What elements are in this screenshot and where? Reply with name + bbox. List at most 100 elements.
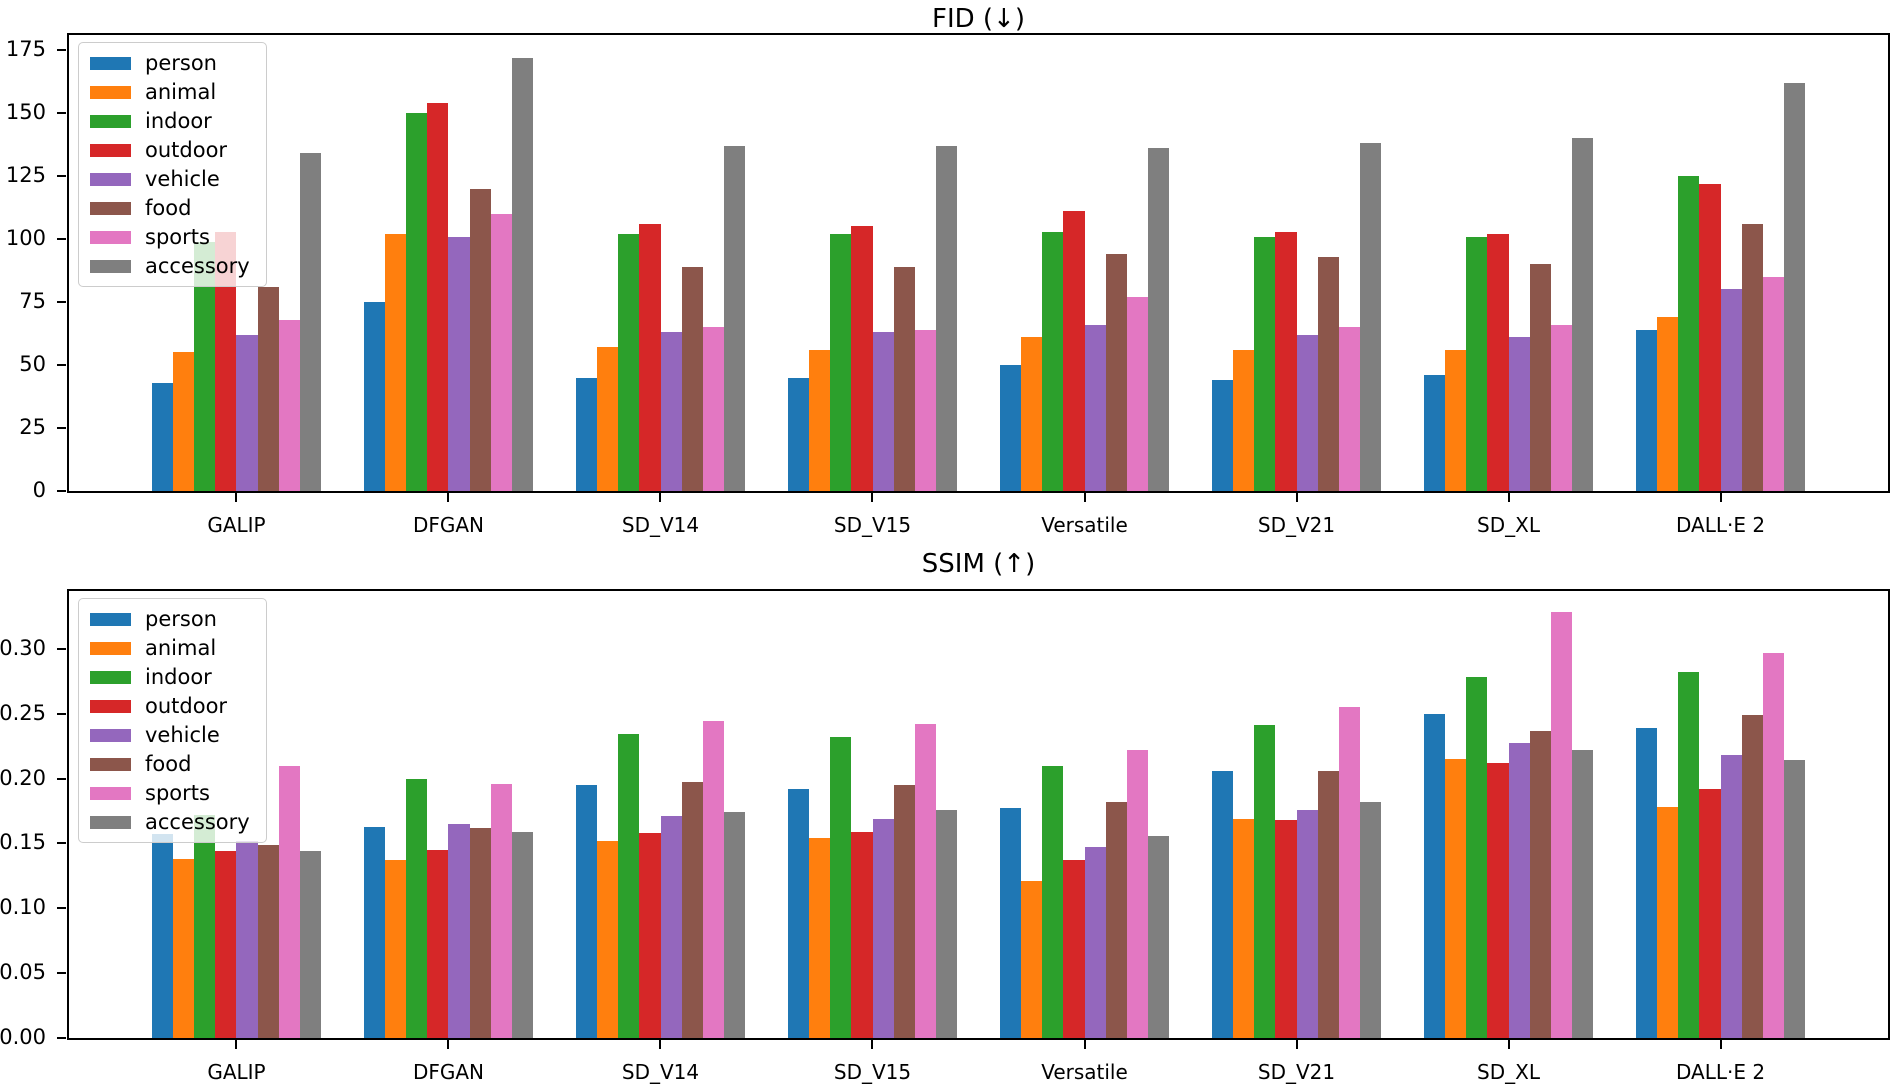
legend-label-vehicle: vehicle	[145, 723, 220, 747]
x-tick-label-SD_V21: SD_V21	[1257, 1060, 1336, 1084]
x-tick-label-SD_XL: SD_XL	[1477, 1060, 1540, 1084]
bar-person	[151, 382, 173, 491]
bar-indoor	[1254, 236, 1276, 491]
y-tick-mark	[57, 364, 66, 367]
legend-label-sports: sports	[145, 781, 210, 805]
bar-indoor	[1254, 725, 1276, 1038]
bar-accessory	[1360, 143, 1382, 491]
y-tick-mark	[57, 238, 66, 241]
bar-person	[787, 377, 809, 491]
bar-sports	[1762, 276, 1785, 491]
bar-person	[1211, 380, 1233, 491]
bar-person	[999, 808, 1021, 1038]
x-axis-tick	[659, 1040, 662, 1049]
bar-sports	[1338, 327, 1361, 491]
bar-person	[363, 826, 385, 1038]
bar-sports	[1550, 324, 1573, 491]
y-tick-mark	[57, 49, 66, 52]
legend-label-indoor: indoor	[145, 109, 212, 133]
bar-vehicle	[448, 823, 470, 1038]
bar-accessory	[1572, 749, 1594, 1038]
bar-animal	[808, 349, 831, 491]
y-tick-mark	[57, 1037, 66, 1039]
bar-indoor	[406, 778, 428, 1038]
y-tick-label: 0.20	[0, 765, 46, 790]
bar-food	[893, 784, 915, 1038]
bar-accessory	[300, 851, 322, 1038]
bar-accessory	[1572, 138, 1594, 491]
bar-accessory	[1360, 801, 1382, 1038]
bar-person	[1211, 770, 1233, 1038]
legend-label-indoor: indoor	[145, 665, 212, 689]
y-tick-mark	[57, 175, 66, 178]
bar-accessory	[1148, 835, 1170, 1038]
legend-swatch-animal	[90, 641, 131, 655]
y-tick-label: 50	[19, 352, 46, 377]
y-tick-label: 0.15	[0, 830, 46, 855]
bar-sports	[702, 327, 725, 491]
bar-vehicle	[872, 332, 894, 491]
bar-food	[1105, 254, 1127, 491]
x-tick-label-Versatile: Versatile	[1041, 1060, 1128, 1084]
bar-indoor	[1466, 677, 1488, 1038]
bar-food	[681, 782, 703, 1038]
x-tick-label-Versatile: Versatile	[1041, 513, 1128, 537]
bar-food	[257, 844, 279, 1038]
x-axis-tick	[447, 1040, 450, 1049]
x-tick-label-SD_V15: SD_V15	[833, 513, 912, 537]
legend-swatch-vehicle	[90, 728, 131, 742]
bar-vehicle	[1084, 324, 1106, 491]
x-tick-label-DALL·E 2: DALL·E 2	[1675, 513, 1766, 537]
bar-outdoor	[639, 833, 661, 1038]
bar-sports	[1338, 707, 1361, 1038]
x-axis-tick	[1719, 493, 1722, 502]
legend-swatch-vehicle	[90, 172, 131, 186]
bar-vehicle	[1720, 289, 1742, 491]
bar-animal	[384, 860, 407, 1038]
bar-accessory	[512, 57, 534, 491]
x-axis-tick	[447, 493, 450, 502]
bar-indoor	[1466, 236, 1488, 491]
legend-row-accessory: accessory	[90, 809, 250, 835]
bar-vehicle	[660, 816, 682, 1038]
ssim-plot-area: 0.00 0.05 0.10 0.15 0.20 0.25 0.30 GALIP DFGAN SD…	[0, 589, 1890, 1084]
bar-vehicle	[1508, 337, 1530, 491]
bar-accessory	[936, 145, 958, 491]
bar-person	[1635, 329, 1657, 491]
bar-outdoor	[1487, 762, 1509, 1038]
x-tick-label-DFGAN: DFGAN	[412, 1060, 485, 1084]
legend-label-outdoor: outdoor	[145, 694, 228, 718]
bar-group-Versatile	[999, 591, 1170, 1038]
x-tick-label-GALIP: GALIP	[207, 1060, 266, 1084]
y-tick-label: 25	[19, 415, 46, 440]
x-tick-label-DALL·E 2: DALL·E 2	[1675, 1060, 1766, 1084]
legend-swatch-outdoor	[90, 143, 131, 157]
y-tick-label: 0.10	[0, 895, 46, 920]
bar-group-SD_XL	[1423, 591, 1594, 1038]
bar-indoor	[406, 113, 428, 491]
bar-person	[575, 377, 597, 491]
x-tick-label-SD_V14: SD_V14	[621, 1060, 700, 1084]
bar-person	[575, 784, 597, 1038]
bar-animal	[1444, 349, 1467, 491]
legend-swatch-food	[90, 201, 131, 215]
bar-food	[1317, 256, 1339, 491]
bar-sports	[490, 213, 513, 491]
bar-vehicle	[1084, 847, 1106, 1038]
bar-food	[469, 188, 491, 491]
x-axis-tick	[1507, 1040, 1510, 1049]
bar-indoor	[830, 736, 852, 1038]
bar-outdoor	[427, 849, 449, 1038]
bar-accessory	[724, 812, 746, 1038]
bar-food	[1529, 264, 1551, 491]
y-tick-mark	[57, 777, 66, 780]
y-tick-mark	[57, 301, 66, 304]
bar-sports	[278, 319, 301, 491]
bar-vehicle	[1296, 334, 1318, 491]
bar-group-SD_V15	[787, 35, 958, 491]
bar-accessory	[1148, 148, 1170, 491]
bar-food	[257, 286, 279, 491]
bar-indoor	[830, 234, 852, 491]
